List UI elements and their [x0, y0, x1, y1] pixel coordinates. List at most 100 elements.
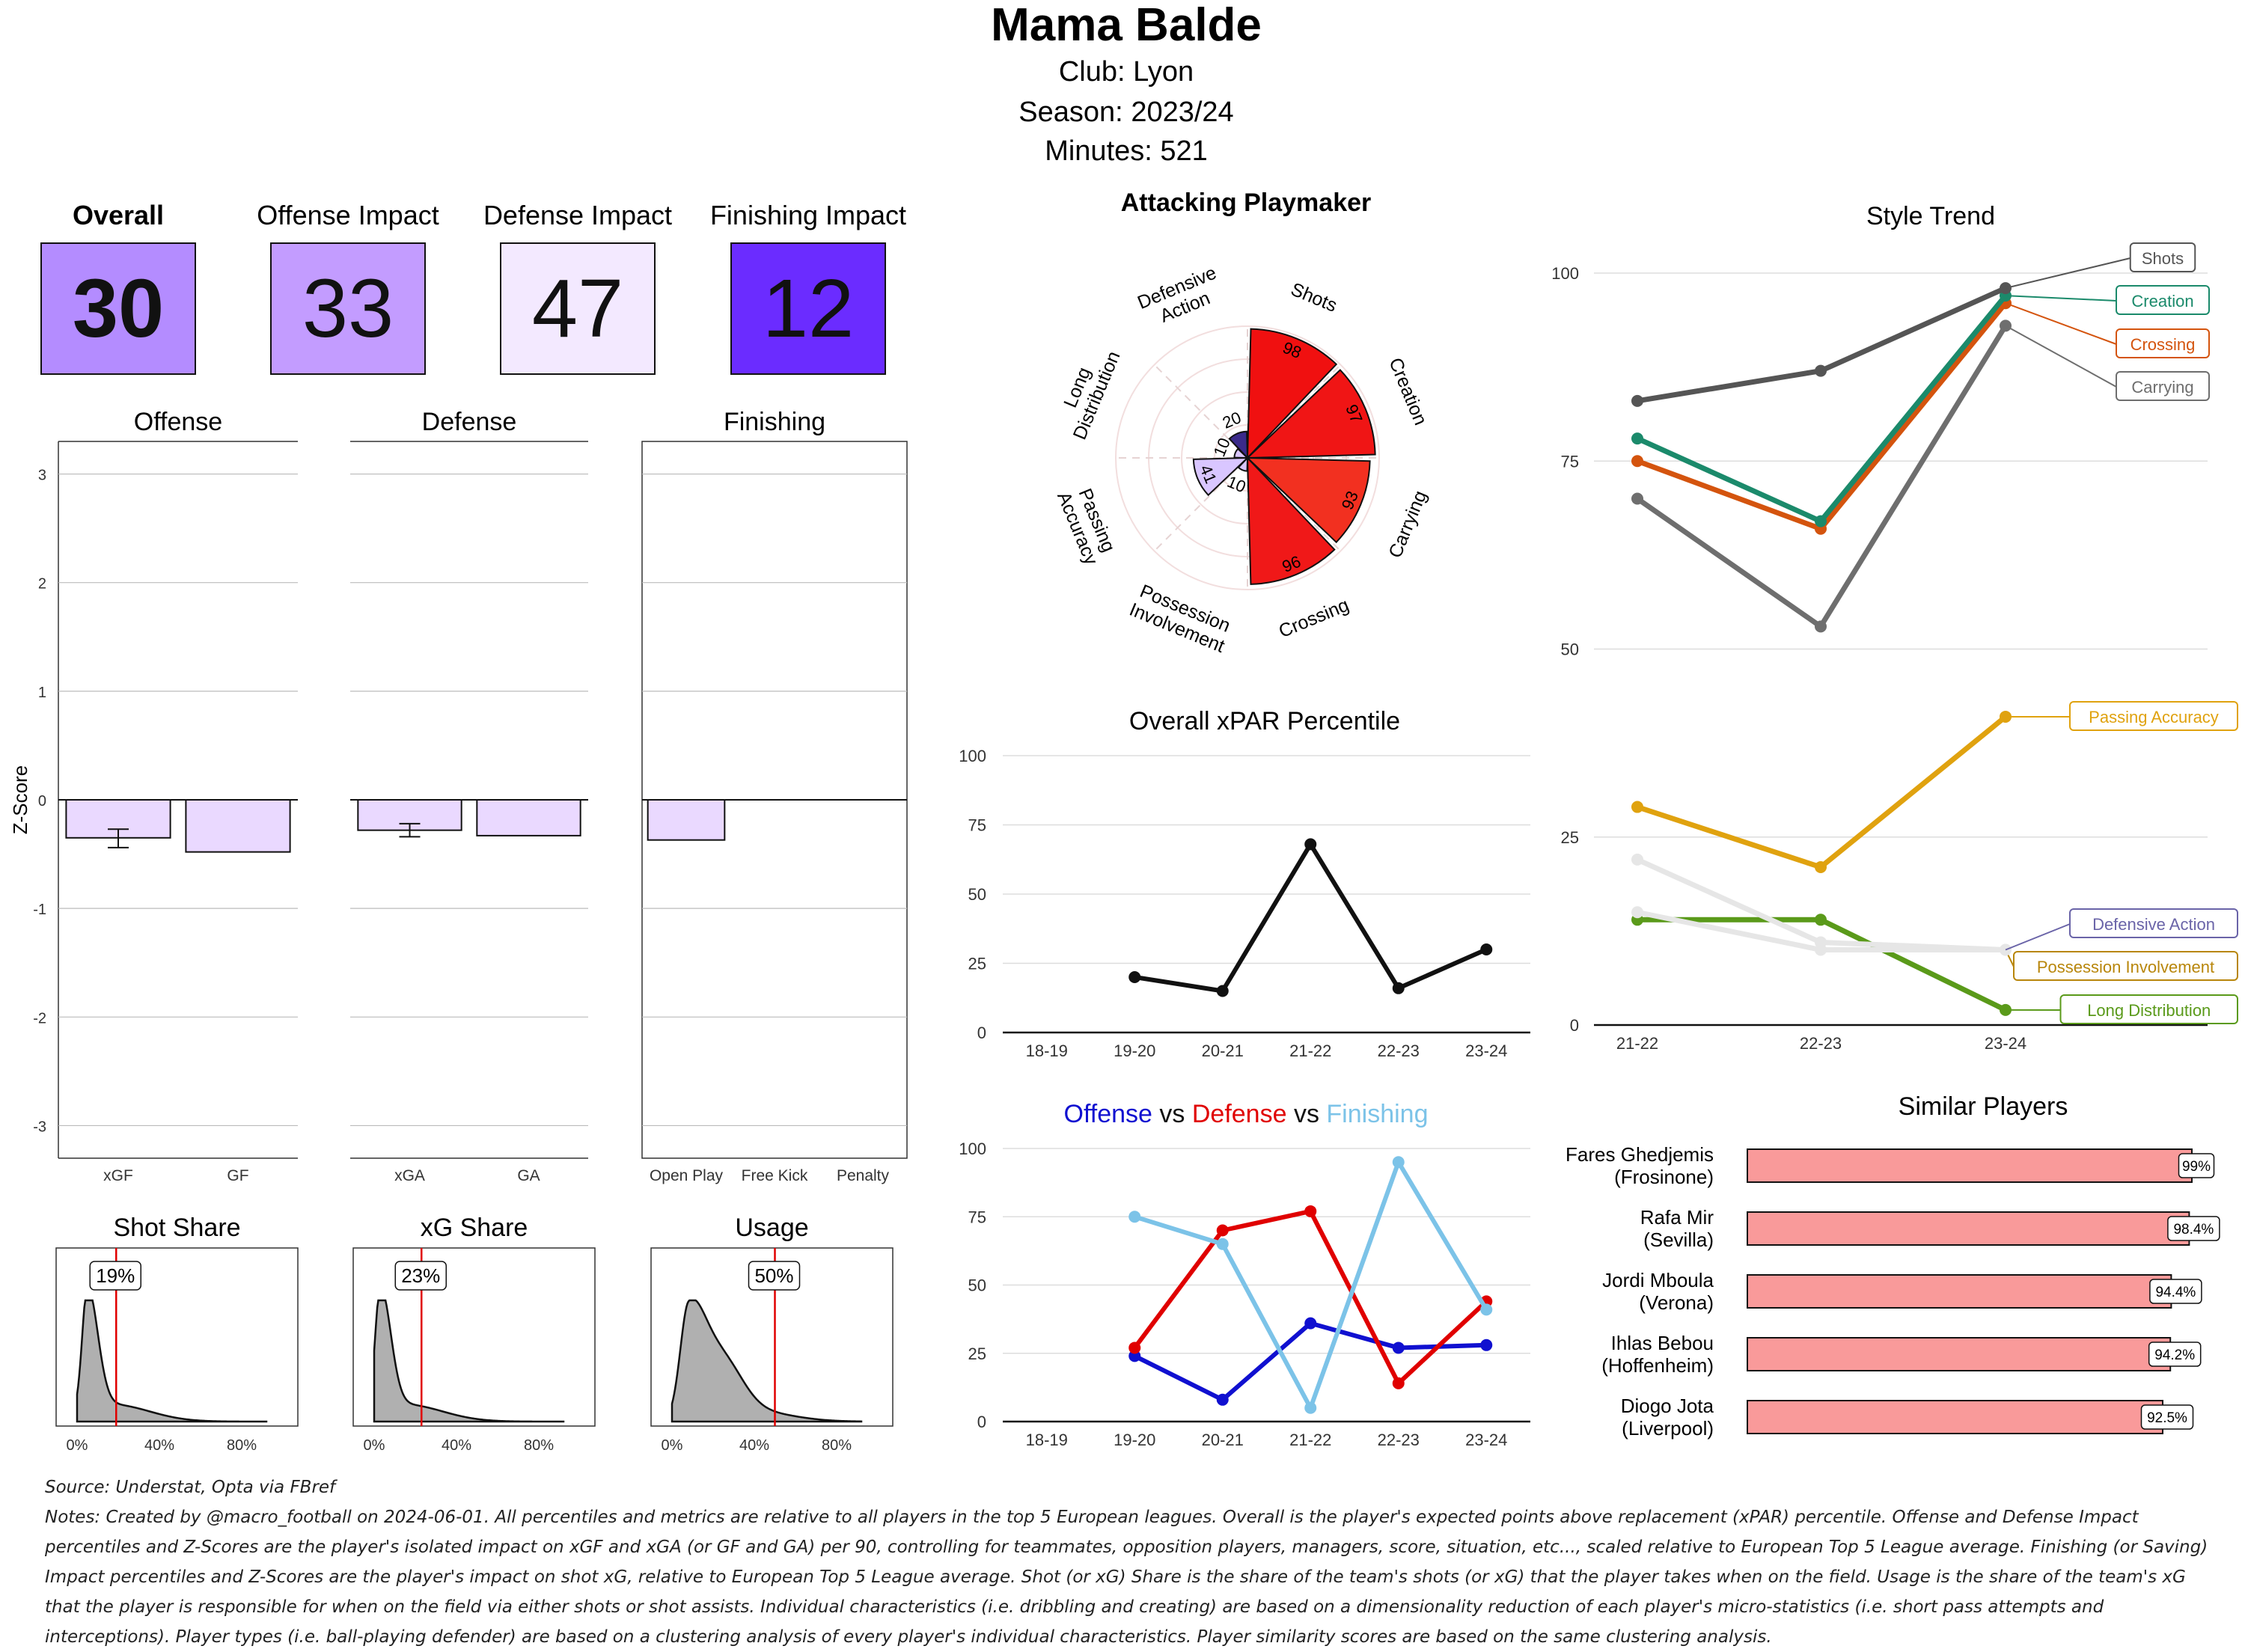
- similar-player-name: Fares Ghedjemis: [1566, 1143, 1714, 1166]
- style-label-leader: [2006, 296, 2116, 301]
- style-series-label: Carrying: [2131, 378, 2193, 397]
- zscore-category-label: Penalty: [837, 1167, 890, 1184]
- line-point: [1480, 1303, 1492, 1315]
- line-xtick-label: 22-23: [1378, 1431, 1420, 1449]
- similar-value-label: 99%: [2182, 1159, 2211, 1175]
- style-series-label: Crossing: [2131, 335, 2196, 354]
- zscore-ytick-label: 1: [38, 685, 46, 701]
- share-xtick-label: 0%: [662, 1437, 683, 1454]
- ovd-title: Offense vs Defense vs Finishing: [1064, 1100, 1429, 1128]
- share-xtick-label: 80%: [822, 1437, 852, 1454]
- similar-player-name: Jordi Mboula: [1602, 1269, 1714, 1291]
- similar-player-club: (Frosinone): [1614, 1166, 1714, 1188]
- line-point: [1128, 1342, 1140, 1353]
- similar-value-label: 94.4%: [2155, 1285, 2196, 1300]
- line-xtick-label: 21-22: [1289, 1431, 1331, 1449]
- ovd-title-part: Defense: [1185, 1100, 1286, 1128]
- style-series-label: Creation: [2131, 292, 2193, 310]
- line-point: [1128, 971, 1140, 983]
- minutes-line: Minutes: 521: [1045, 135, 1208, 167]
- style-point: [1631, 432, 1643, 444]
- similar-bar: [1747, 1275, 2171, 1308]
- zscore-panel-title: Offense: [134, 408, 222, 436]
- offense-defense-finishing-chart: Offense vs Defense vs Finishing025507510…: [959, 1100, 1530, 1449]
- line-point: [1393, 1156, 1405, 1168]
- style-xtick-label: 22-23: [1800, 1034, 1842, 1053]
- line-ytick-label: 75: [968, 816, 986, 835]
- style-point: [1631, 455, 1643, 467]
- line-xtick-label: 19-20: [1114, 1041, 1155, 1060]
- line-xtick-label: 23-24: [1465, 1041, 1507, 1060]
- season-value: 2023/24: [1131, 97, 1233, 128]
- style-series: [1637, 860, 2006, 950]
- share-panel-title: xG Share: [421, 1214, 528, 1242]
- line-point: [1393, 1377, 1405, 1389]
- minutes-value: 521: [1160, 135, 1207, 167]
- share-xtick-label: 40%: [144, 1437, 174, 1454]
- club-value: Lyon: [1133, 56, 1194, 88]
- style-title: Style Trend: [1866, 202, 1995, 230]
- radar-axis-label: Creation: [1384, 355, 1431, 428]
- share-panel-title: Shot Share: [113, 1214, 240, 1242]
- radar-value-label: 20: [1220, 408, 1244, 432]
- line-ytick-label: 75: [968, 1208, 986, 1226]
- share-xtick-label: 80%: [227, 1437, 257, 1454]
- share-xtick-label: 40%: [739, 1437, 769, 1454]
- style-series-label: Possession Involvement: [2037, 958, 2214, 976]
- share-xtick-label: 80%: [524, 1437, 554, 1454]
- club-label: Club:: [1059, 56, 1125, 88]
- line-point: [1217, 1394, 1229, 1406]
- style-series: [1637, 296, 2006, 521]
- zscore-ytick-label: -2: [33, 1010, 46, 1027]
- line-point: [1217, 1238, 1229, 1250]
- similar-value-label: 94.2%: [2154, 1347, 2195, 1363]
- svg-text:Season: 2023/24: Season: 2023/24: [1018, 97, 1233, 128]
- share-value-label: 50%: [754, 1264, 793, 1287]
- radar-axis-label: DefensiveAction: [1134, 263, 1227, 333]
- ovd-title-part: vs: [1152, 1100, 1185, 1128]
- line-xtick-label: 20-21: [1202, 1041, 1244, 1060]
- share-value-label: 19%: [96, 1264, 135, 1287]
- zscore-ytick-label: -3: [33, 1119, 46, 1135]
- style-label-leader: [2006, 303, 2116, 344]
- zscore-category-label: GA: [517, 1167, 540, 1184]
- share-value-label: 23%: [401, 1264, 440, 1287]
- radar-axis-label: Shots: [1288, 278, 1340, 316]
- share-density-curve: [672, 1300, 861, 1422]
- style-point: [1631, 906, 1643, 918]
- share-density-curve: [77, 1300, 266, 1422]
- line-ytick-label: 100: [959, 1139, 986, 1158]
- style-series-label: Long Distribution: [2087, 1001, 2211, 1020]
- line-xtick-label: 22-23: [1378, 1041, 1420, 1060]
- line-ytick-label: 0: [977, 1024, 986, 1042]
- style-label-leader: [2006, 924, 2070, 950]
- zscore-category-label: Free Kick: [742, 1167, 808, 1184]
- zscore-ytick-label: 0: [38, 793, 46, 810]
- line-point: [1304, 1205, 1316, 1217]
- style-series-label: Passing Accuracy: [2089, 708, 2219, 726]
- line-ytick-label: 25: [968, 955, 986, 973]
- line-xtick-label: 21-22: [1289, 1041, 1331, 1060]
- style-point: [1815, 914, 1827, 926]
- radar-axis-label: PassingAccuracy: [1053, 481, 1121, 569]
- share-xtick-label: 0%: [364, 1437, 385, 1454]
- impact-card-value: 30: [73, 263, 164, 355]
- style-series: [1637, 288, 2006, 401]
- svg-text:Club: Lyon: Club: Lyon: [1059, 56, 1194, 88]
- ovd-title-part: Offense: [1064, 1100, 1152, 1128]
- zscore-category-label: Open Play: [650, 1167, 724, 1184]
- line-point: [1304, 838, 1316, 850]
- line-series: [1134, 1324, 1486, 1400]
- minutes-label: Minutes:: [1045, 135, 1152, 167]
- similar-bar: [1747, 1401, 2163, 1434]
- share-panel-title: Usage: [735, 1214, 808, 1242]
- zscore-panel-title: Defense: [422, 408, 517, 436]
- impact-card-label: Overall: [73, 200, 164, 230]
- zscore-ytick-label: 3: [38, 468, 46, 484]
- line-point: [1304, 1402, 1316, 1414]
- line-ytick-label: 100: [959, 747, 986, 765]
- share-density-curve: [374, 1300, 563, 1422]
